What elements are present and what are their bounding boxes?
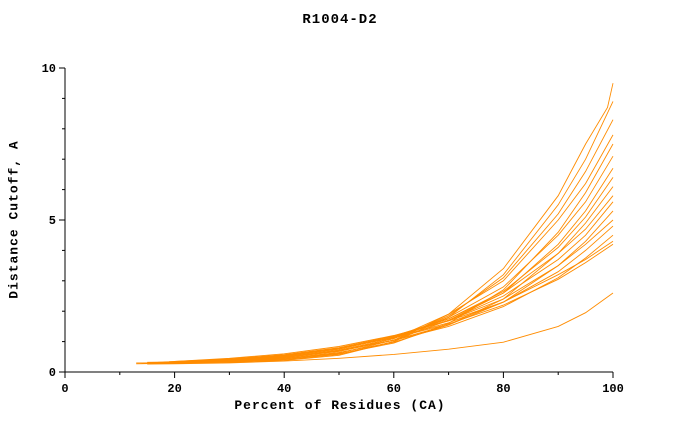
y-tick-label: 0 — [49, 366, 56, 380]
series-line — [152, 234, 614, 364]
series-line — [158, 177, 614, 363]
x-tick-label: 60 — [387, 382, 401, 396]
y-tick-label: 10 — [42, 62, 56, 76]
series-line — [152, 155, 614, 364]
series-line — [136, 83, 614, 364]
y-tick-label: 5 — [49, 214, 56, 228]
series-line — [147, 292, 614, 365]
x-tick-label: 100 — [602, 382, 624, 396]
series-line — [163, 243, 614, 363]
y-axis-label: Distance Cutoff, A — [6, 140, 22, 299]
series-line — [174, 240, 614, 362]
x-axis-label: Percent of Residues (CA) — [234, 398, 446, 413]
series-line — [136, 143, 614, 365]
chart-title: R1004-D2 — [302, 12, 378, 28]
x-tick-label: 0 — [61, 382, 68, 396]
x-tick-label: 80 — [496, 382, 510, 396]
series-line — [141, 119, 614, 364]
x-tick-label: 20 — [167, 382, 181, 396]
x-tick-label: 40 — [277, 382, 291, 396]
